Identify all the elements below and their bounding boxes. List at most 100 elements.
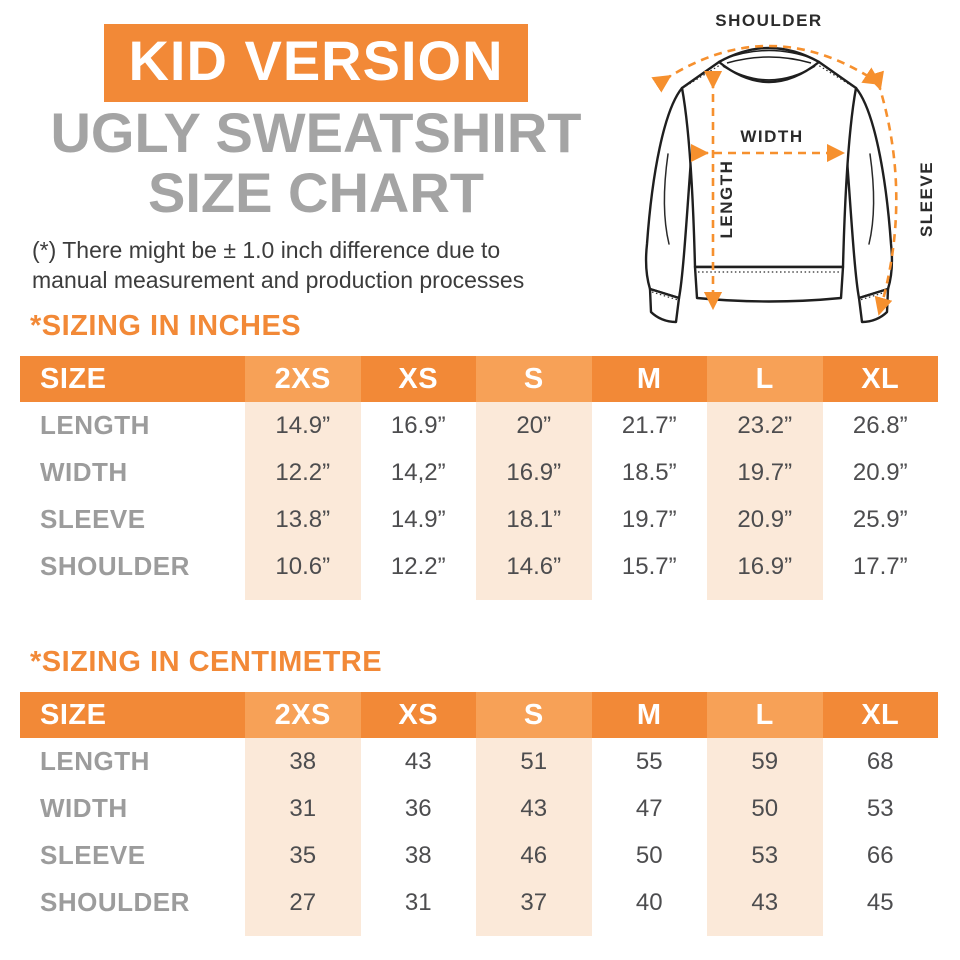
row-label-width: WIDTH [40, 793, 128, 823]
table-footer-spacer [20, 590, 245, 600]
row-label-sleeve: SLEEVE [40, 840, 146, 870]
cell-width-xl: 20.9” [852, 458, 908, 486]
cell-width-s: 16.9” [476, 449, 592, 496]
cell-shoulder-xl: 45 [866, 888, 894, 916]
table-footer-spacer [20, 926, 245, 936]
sizing-centimetre-section: *SIZING IN CENTIMETRE SIZE 2XS XS S M L XL LENG… [20, 646, 940, 936]
diagram-label-shoulder: SHOULDER [715, 11, 822, 30]
row-label-shoulder: SHOULDER [40, 551, 190, 581]
table-footer-spacer [592, 926, 708, 936]
cell-length-m: 55 [635, 747, 663, 775]
sweatshirt-outline [644, 46, 894, 324]
column-header-l: L [707, 356, 823, 402]
page-title-line2: SIZE CHART [148, 161, 484, 225]
table-footer-spacer [707, 926, 823, 936]
column-header-s: S [476, 692, 592, 738]
cell-shoulder-xl: 17.7” [852, 552, 908, 580]
cell-length-xs: 43 [404, 747, 432, 775]
row-label-width: WIDTH [40, 457, 128, 487]
cell-sleeve-xs: 14.9” [390, 505, 446, 533]
cell-width-2xs: 12.2” [245, 449, 361, 496]
cell-shoulder-xs: 31 [404, 888, 432, 916]
disclaimer-line1: (*) There might be ± 1.0 inch difference… [32, 237, 501, 264]
cell-width-m: 18.5” [621, 458, 677, 486]
column-header-l: L [707, 692, 823, 738]
cell-sleeve-s: 46 [476, 832, 592, 879]
table-footer-spacer [707, 590, 823, 600]
column-header-m: M [591, 692, 707, 738]
cell-width-m: 47 [635, 794, 663, 822]
measurement-arrows [651, 44, 898, 316]
table-footer-spacer [245, 590, 361, 600]
cell-width-2xs: 31 [245, 785, 361, 832]
cell-shoulder-2xs: 10.6” [245, 543, 361, 590]
sizing-inches-section: *SIZING IN INCHES SIZE 2XS XS S M L XL LENGTH 14… [20, 310, 940, 600]
sweatshirt-diagram: SHOULDER WIDTH LENGTH SLEEVE [644, 11, 936, 324]
column-header-2xs: 2XS [245, 692, 361, 738]
column-header-xl: XL [822, 692, 938, 738]
cell-shoulder-m: 40 [635, 888, 663, 916]
sleeve-arrow [866, 70, 898, 316]
cell-shoulder-xs: 12.2” [390, 552, 446, 580]
cell-sleeve-l: 53 [707, 832, 823, 879]
cell-length-m: 21.7” [621, 411, 677, 439]
cell-sleeve-xs: 38 [404, 841, 432, 869]
column-header-2xs: 2XS [245, 356, 361, 402]
cell-length-l: 59 [707, 738, 823, 785]
collar-rib-2 [726, 56, 812, 64]
row-label-length: LENGTH [40, 410, 150, 440]
cell-length-s: 20” [476, 402, 592, 449]
kid-version-badge: KID VERSION [104, 24, 528, 102]
header: KID VERSION UGLY SWEATSHIRT SIZE CHART (… [0, 0, 960, 324]
table-footer-spacer [823, 926, 939, 936]
table-footer-spacer [823, 590, 939, 600]
column-header-size: SIZE [20, 692, 245, 738]
table-footer-spacer [476, 590, 592, 600]
cell-width-l: 50 [707, 785, 823, 832]
row-label-sleeve: SLEEVE [40, 504, 146, 534]
row-label-shoulder: SHOULDER [40, 887, 190, 917]
collar-rib-1 [723, 49, 815, 60]
cell-sleeve-xl: 25.9” [852, 505, 908, 533]
diagram-container: SHOULDER WIDTH LENGTH SLEEVE [616, 4, 956, 334]
section-title-centimetre: *SIZING IN CENTIMETRE [30, 646, 383, 678]
diagram-label-sleeve: SLEEVE [917, 161, 936, 237]
cell-sleeve-2xs: 35 [245, 832, 361, 879]
column-header-m: M [591, 356, 707, 402]
shoulder-arrow [651, 44, 882, 93]
measurement-disclaimer: (*) There might be ± 1.0 inch difference… [22, 236, 610, 296]
cell-shoulder-2xs: 27 [245, 879, 361, 926]
sizing-table-inches: SIZE 2XS XS S M L XL LENGTH 14.9” 16.9” 20” 21.7” 23… [20, 356, 938, 600]
cell-width-xl: 53 [866, 794, 894, 822]
table-footer-spacer [476, 926, 592, 936]
diagram-label-width: WIDTH [740, 127, 803, 146]
cell-width-xs: 36 [404, 794, 432, 822]
cell-length-2xs: 38 [245, 738, 361, 785]
column-header-xs: XS [360, 356, 476, 402]
cell-sleeve-m: 50 [635, 841, 663, 869]
left-sleeve-crease [663, 153, 670, 245]
cell-shoulder-l: 43 [707, 879, 823, 926]
column-header-size: SIZE [20, 356, 245, 402]
cell-sleeve-2xs: 13.8” [245, 496, 361, 543]
sizing-table-centimetre: SIZE 2XS XS S M L XL LENGTH 38 43 51 55 59 68 WIDTH 31 3… [20, 692, 938, 936]
column-header-s: S [476, 356, 592, 402]
cell-length-l: 23.2” [707, 402, 823, 449]
cell-sleeve-s: 18.1” [476, 496, 592, 543]
table-footer-spacer [361, 926, 477, 936]
cell-length-2xs: 14.9” [245, 402, 361, 449]
disclaimer-line2: manual measurement and production proces… [32, 267, 525, 294]
cell-length-xl: 26.8” [852, 411, 908, 439]
cell-sleeve-m: 19.7” [621, 505, 677, 533]
header-text-block: KID VERSION UGLY SWEATSHIRT SIZE CHART (… [22, 24, 610, 296]
cell-length-xs: 16.9” [390, 411, 446, 439]
cell-width-s: 43 [476, 785, 592, 832]
cell-shoulder-s: 37 [476, 879, 592, 926]
column-header-xs: XS [360, 692, 476, 738]
cell-length-xl: 68 [866, 747, 894, 775]
diagram-label-length: LENGTH [717, 160, 736, 239]
cell-sleeve-l: 20.9” [707, 496, 823, 543]
cell-shoulder-s: 14.6” [476, 543, 592, 590]
section-title-inches: *SIZING IN INCHES [30, 310, 302, 342]
